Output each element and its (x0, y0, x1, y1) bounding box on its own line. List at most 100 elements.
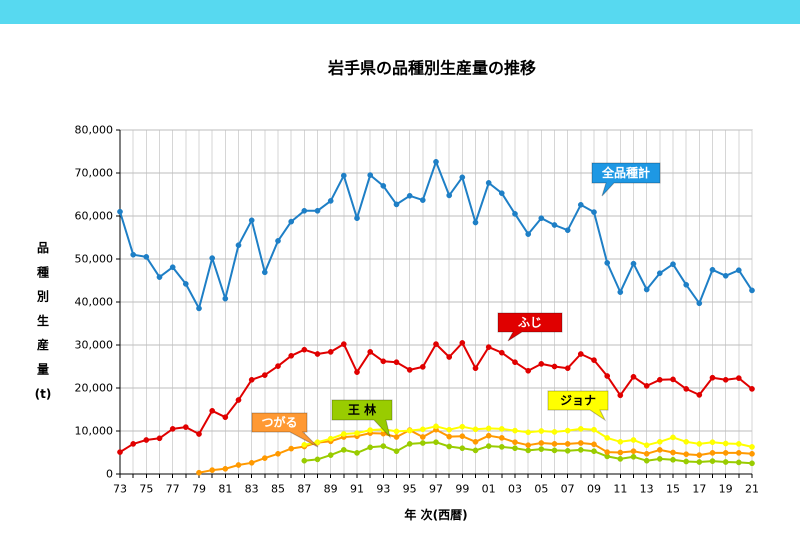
x-tick-label: 79 (192, 483, 206, 496)
data-point-fuji (367, 349, 374, 355)
x-tick-label: 13 (640, 483, 654, 496)
x-tick-label: 93 (376, 483, 390, 496)
data-point-fuji (604, 373, 611, 379)
data-point-all-varieties (656, 270, 663, 277)
x-tick-label: 83 (245, 483, 259, 496)
callout-orin: 王 林 (331, 399, 393, 439)
data-point-fuji (735, 375, 742, 381)
data-point-tsugaru (222, 465, 229, 472)
data-point-all-varieties (670, 261, 676, 268)
data-point-all-varieties (340, 172, 347, 179)
data-point-jona (525, 429, 532, 436)
y-axis-label-part: 産 (37, 337, 49, 352)
data-point-orin (551, 447, 558, 454)
data-point-fuji (670, 376, 676, 383)
data-point-orin (485, 443, 492, 449)
x-tick-label: 03 (508, 483, 522, 496)
y-axis-label-part: (t) (35, 387, 52, 401)
data-point-all-varieties (564, 227, 571, 234)
data-point-all-varieties (288, 218, 295, 225)
data-point-orin (327, 452, 334, 458)
data-point-tsugaru (630, 448, 637, 455)
data-point-tsugaru (643, 450, 650, 457)
data-point-fuji (380, 358, 387, 365)
x-tick-label: 91 (350, 483, 364, 496)
data-point-tsugaru (209, 467, 216, 473)
data-point-tsugaru (604, 449, 611, 455)
data-point-jona (512, 427, 518, 434)
x-tick-label: 07 (561, 483, 575, 496)
data-point-tsugaru (472, 438, 479, 445)
y-tick-label: 10,000 (75, 425, 114, 438)
data-point-fuji (327, 349, 334, 355)
data-point-jona (301, 441, 308, 448)
data-point-fuji (406, 367, 413, 373)
data-point-tsugaru (564, 441, 571, 447)
data-point-jona (433, 423, 439, 430)
callout-label-fuji: ふじ (518, 316, 542, 330)
data-point-orin (538, 446, 545, 452)
data-point-all-varieties (617, 289, 624, 295)
data-point-fuji (393, 359, 400, 366)
data-point-orin (367, 444, 374, 451)
data-point-orin (472, 447, 479, 454)
series-fuji (117, 340, 755, 455)
data-point-all-varieties (538, 215, 545, 222)
data-point-fuji (156, 435, 163, 442)
callout-box-orin (331, 399, 393, 439)
data-point-tsugaru (683, 451, 690, 458)
data-point-tsugaru (670, 449, 676, 456)
data-point-tsugaru (617, 449, 624, 456)
data-point-all-varieties (512, 211, 518, 217)
x-tick-label: 73 (113, 483, 127, 496)
y-axis-label-part: 別 (36, 290, 49, 304)
data-point-orin (433, 439, 439, 446)
y-tick-label: 60,000 (75, 210, 114, 223)
data-point-fuji (459, 340, 466, 346)
y-tick-label: 20,000 (75, 382, 114, 395)
data-point-fuji (630, 373, 637, 380)
y-axis-label-part: 品 (37, 241, 49, 255)
data-point-tsugaru (261, 455, 268, 461)
data-point-all-varieties (498, 190, 505, 197)
data-point-all-varieties (459, 174, 466, 181)
data-point-all-varieties (722, 272, 729, 279)
data-point-jona (643, 442, 650, 449)
data-point-fuji (525, 367, 532, 374)
data-point-all-varieties (209, 255, 216, 261)
data-point-fuji (564, 365, 571, 372)
data-point-tsugaru (551, 441, 558, 447)
data-point-fuji (196, 431, 202, 437)
data-point-all-varieties (735, 267, 742, 274)
data-point-jona (367, 427, 374, 433)
data-point-fuji (617, 392, 624, 399)
data-point-jona (656, 438, 663, 445)
data-point-jona (696, 441, 703, 447)
data-point-orin (314, 456, 321, 463)
data-point-tsugaru (525, 442, 532, 449)
data-point-jona (735, 441, 742, 447)
data-point-all-varieties (222, 295, 229, 302)
data-point-orin (696, 459, 703, 465)
data-point-jona (591, 426, 597, 433)
data-point-jona (327, 435, 334, 442)
data-point-fuji (722, 376, 729, 383)
data-point-orin (735, 459, 742, 466)
data-point-orin (749, 460, 755, 467)
series-layer (117, 158, 755, 476)
y-axis-ticks: 0 10,000 20,000 30,000 40,000 50,000 60,000 70,… (75, 124, 114, 481)
x-tick-label: 11 (613, 483, 627, 496)
data-point-tsugaru (419, 434, 426, 440)
data-point-tsugaru (393, 434, 400, 440)
x-tick-label: 19 (719, 483, 733, 496)
data-point-jona (393, 428, 400, 435)
data-point-jona (538, 428, 545, 434)
data-point-fuji (340, 341, 347, 347)
data-point-all-varieties (196, 305, 202, 312)
callout-label-orin: 王 林 (348, 402, 376, 417)
data-point-orin (354, 450, 360, 456)
data-point-all-varieties (261, 269, 268, 276)
data-point-all-varieties (696, 300, 703, 307)
